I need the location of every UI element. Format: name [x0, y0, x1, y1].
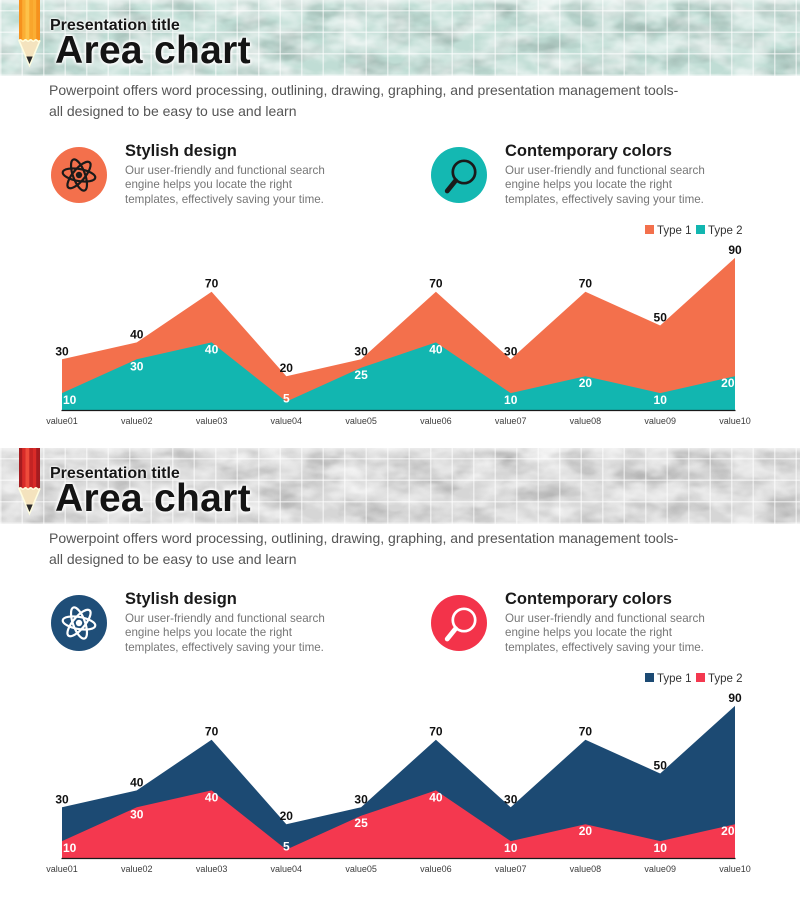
svg-text:value03: value03: [196, 416, 228, 426]
svg-text:value01: value01: [46, 416, 78, 426]
svg-text:90: 90: [728, 243, 742, 257]
svg-text:30: 30: [130, 359, 144, 373]
svg-text:50: 50: [654, 311, 668, 325]
svg-text:50: 50: [654, 759, 668, 773]
svg-text:5: 5: [283, 840, 290, 854]
svg-text:value01: value01: [46, 864, 78, 874]
svg-text:70: 70: [429, 277, 443, 291]
svg-text:value02: value02: [121, 864, 153, 874]
svg-text:40: 40: [205, 790, 219, 804]
svg-text:value07: value07: [495, 864, 527, 874]
svg-text:40: 40: [130, 775, 144, 789]
svg-text:40: 40: [429, 342, 443, 356]
svg-text:30: 30: [130, 807, 144, 821]
svg-text:value08: value08: [570, 864, 602, 874]
svg-text:10: 10: [654, 841, 668, 855]
svg-text:20: 20: [280, 361, 294, 375]
svg-text:value09: value09: [644, 416, 676, 426]
svg-text:value10: value10: [719, 864, 751, 874]
svg-text:value05: value05: [345, 416, 377, 426]
svg-text:70: 70: [579, 725, 593, 739]
svg-text:40: 40: [205, 342, 219, 356]
svg-text:90: 90: [728, 691, 742, 705]
svg-text:20: 20: [280, 809, 294, 823]
svg-text:value04: value04: [271, 416, 303, 426]
svg-text:70: 70: [205, 725, 219, 739]
svg-text:25: 25: [354, 816, 368, 830]
svg-text:5: 5: [283, 392, 290, 406]
svg-text:value05: value05: [345, 864, 377, 874]
svg-text:value10: value10: [719, 416, 751, 426]
svg-text:value02: value02: [121, 416, 153, 426]
svg-text:value06: value06: [420, 416, 452, 426]
svg-text:30: 30: [504, 344, 518, 358]
svg-text:value07: value07: [495, 416, 527, 426]
svg-text:10: 10: [504, 393, 518, 407]
svg-text:20: 20: [721, 376, 735, 390]
svg-text:20: 20: [579, 824, 593, 838]
svg-text:value09: value09: [644, 864, 676, 874]
svg-text:value03: value03: [196, 864, 228, 874]
svg-text:10: 10: [63, 841, 77, 855]
svg-text:20: 20: [579, 376, 593, 390]
svg-text:40: 40: [429, 790, 443, 804]
svg-text:30: 30: [354, 344, 368, 358]
svg-text:30: 30: [504, 792, 518, 806]
svg-text:70: 70: [205, 277, 219, 291]
svg-text:value08: value08: [570, 416, 602, 426]
svg-text:30: 30: [55, 344, 69, 358]
svg-text:20: 20: [721, 824, 735, 838]
svg-text:70: 70: [429, 725, 443, 739]
svg-text:25: 25: [354, 368, 368, 382]
svg-text:30: 30: [354, 792, 368, 806]
svg-text:10: 10: [504, 841, 518, 855]
svg-text:30: 30: [55, 792, 69, 806]
svg-text:70: 70: [579, 277, 593, 291]
svg-text:10: 10: [654, 393, 668, 407]
svg-text:value06: value06: [420, 864, 452, 874]
svg-text:value04: value04: [271, 864, 303, 874]
svg-text:40: 40: [130, 327, 144, 341]
svg-text:10: 10: [63, 393, 77, 407]
